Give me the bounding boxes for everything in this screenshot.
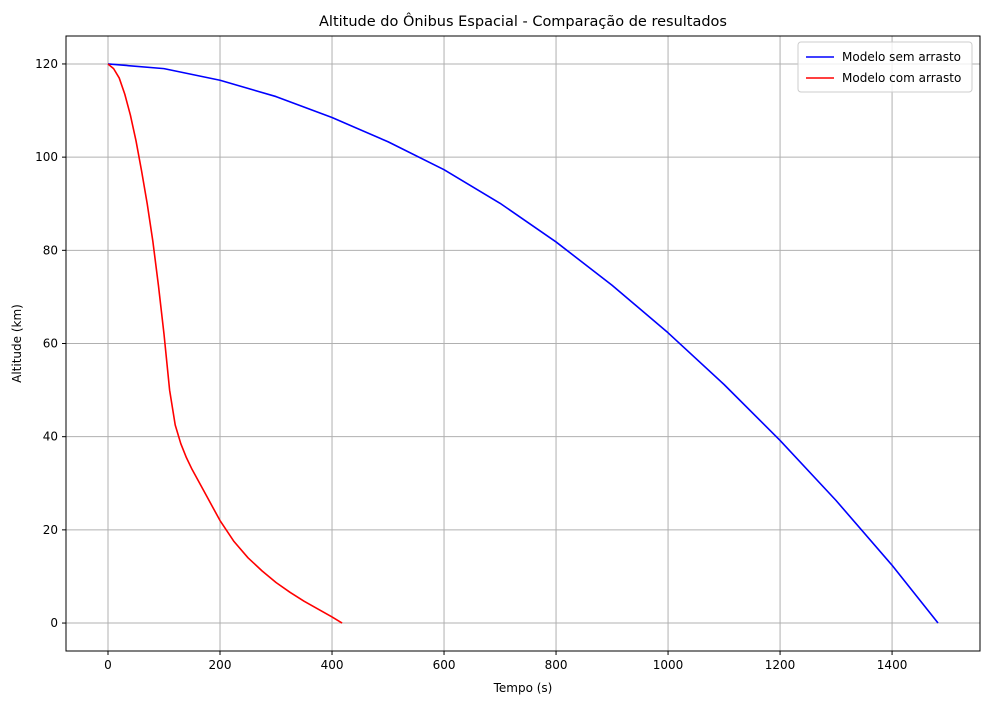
x-tick-label: 600 — [433, 658, 456, 672]
x-tick-label: 800 — [545, 658, 568, 672]
x-tick-label: 1000 — [653, 658, 684, 672]
x-tick-label: 200 — [209, 658, 232, 672]
ticks: 0 200 400 600 800 1000 1200 1400 0 20 40 60 80 100 120 — [35, 57, 907, 672]
y-tick-label: 40 — [43, 430, 58, 444]
legend-box — [797, 41, 973, 93]
legend-label-0: Modelo sem arrasto — [842, 50, 961, 64]
chart-title: Altitude do Ônibus Espacial - Comparação… — [319, 12, 727, 30]
grid — [66, 36, 980, 651]
y-tick-label: 120 — [35, 57, 58, 71]
x-tick-label: 1400 — [877, 658, 908, 672]
x-axis-label: Tempo (s) — [493, 681, 553, 695]
series-line-1 — [107, 63, 343, 624]
legend-label-1: Modelo com arrasto — [842, 71, 961, 85]
y-tick-label: 60 — [43, 337, 58, 351]
series-line-0 — [107, 63, 939, 624]
y-axis-label: Altitude (km) — [10, 304, 24, 383]
x-tick-label: 1200 — [765, 658, 796, 672]
y-tick-label: 100 — [35, 150, 58, 164]
y-tick-label: 80 — [43, 243, 58, 257]
legend: Modelo sem arrasto Modelo com arrasto — [797, 41, 973, 93]
x-tick-label: 400 — [321, 658, 344, 672]
x-tick-label: 0 — [104, 658, 112, 672]
y-tick-label: 0 — [50, 616, 58, 630]
y-tick-label: 20 — [43, 523, 58, 537]
series-layer — [107, 63, 939, 624]
